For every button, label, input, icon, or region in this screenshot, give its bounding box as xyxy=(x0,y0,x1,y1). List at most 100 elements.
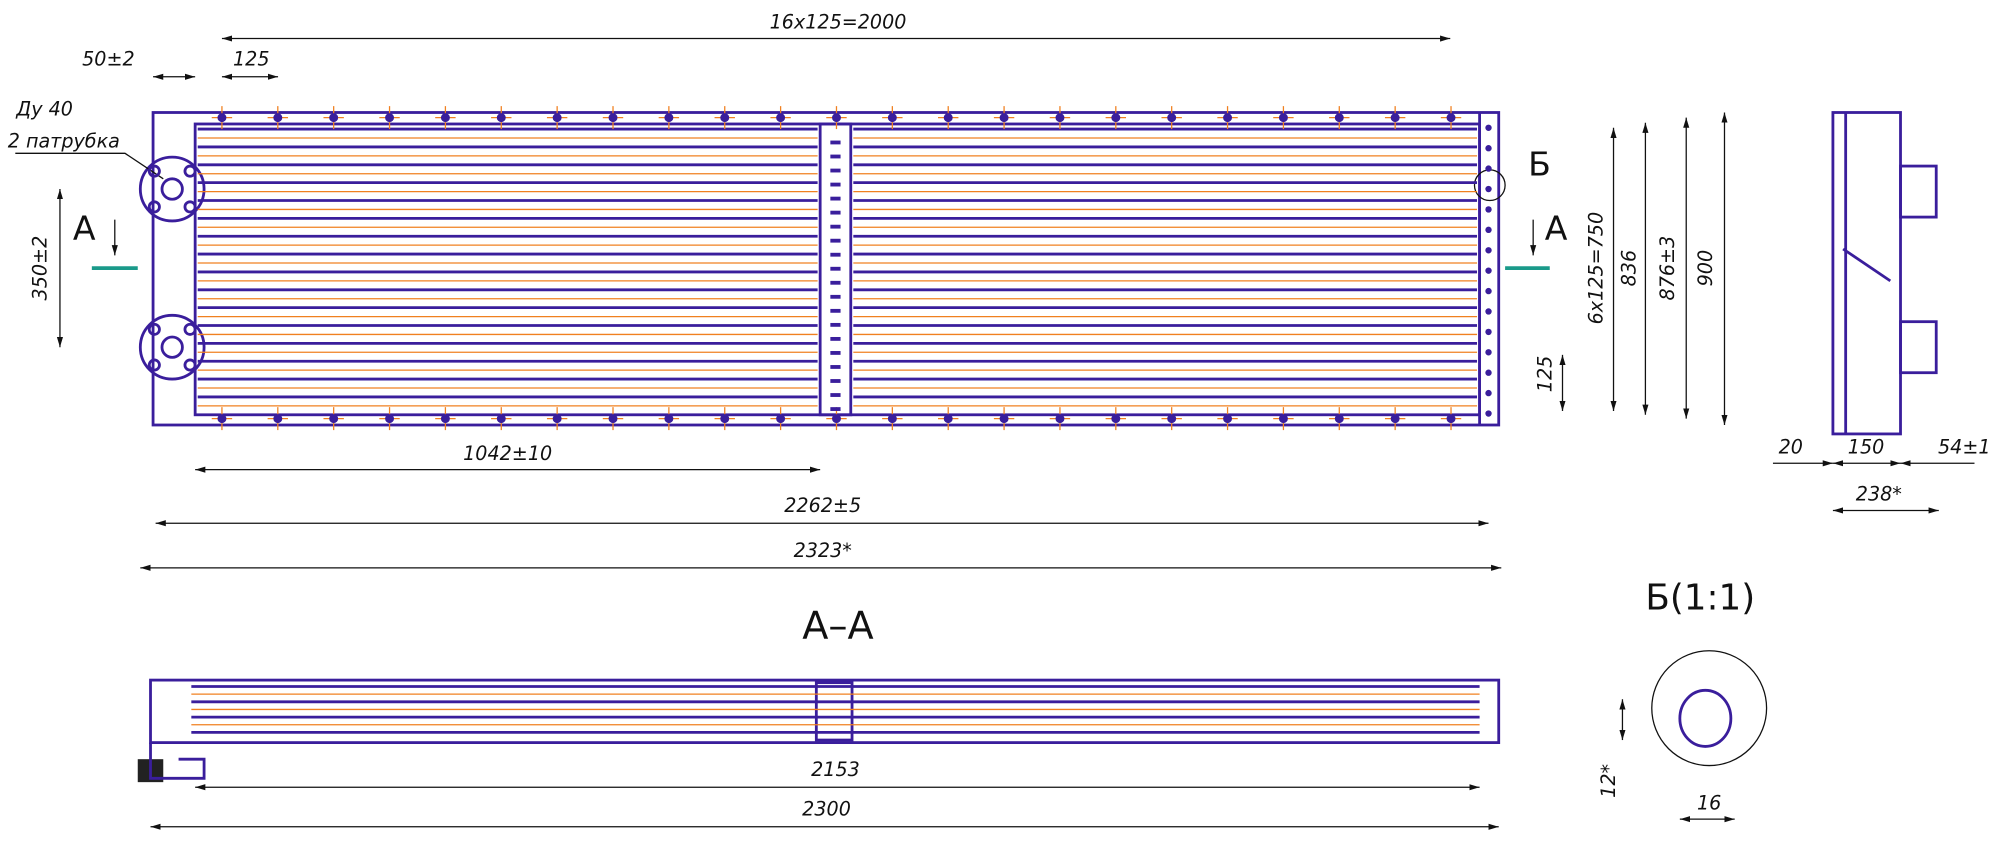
dim-text: 2300 xyxy=(802,798,851,821)
rivet xyxy=(1485,145,1492,152)
divider-slot xyxy=(830,294,841,299)
bolt xyxy=(217,414,227,424)
bolt xyxy=(720,414,730,424)
divider-slot xyxy=(830,196,841,201)
rivet xyxy=(1485,206,1492,213)
geometry xyxy=(15,106,1938,783)
rivet xyxy=(1485,267,1492,274)
bolt xyxy=(385,113,395,123)
bolt xyxy=(608,414,618,424)
bolt xyxy=(496,414,506,424)
dim-text: 20 xyxy=(1779,435,1803,458)
rivet xyxy=(1485,389,1492,397)
rivet xyxy=(1485,308,1492,315)
divider-slot xyxy=(830,407,841,411)
rivet xyxy=(1485,328,1492,336)
rivet xyxy=(1485,369,1492,376)
bolt xyxy=(1223,414,1233,424)
divider-slot xyxy=(830,322,841,327)
bolt xyxy=(832,414,841,424)
bolt xyxy=(943,113,953,123)
bolt xyxy=(1390,113,1400,123)
bolt xyxy=(1278,414,1288,424)
flange-bolt xyxy=(183,358,197,372)
section-divider xyxy=(814,681,854,742)
bolt xyxy=(273,414,283,424)
bolt xyxy=(1167,113,1177,123)
bolt xyxy=(385,414,395,424)
bolt xyxy=(273,113,283,123)
bolt xyxy=(1223,113,1233,123)
bolt xyxy=(329,113,339,123)
rivet xyxy=(1485,287,1492,295)
dim-text: 2323* xyxy=(794,539,852,562)
dim-text: 50±2 xyxy=(82,48,135,71)
divider-slot xyxy=(830,182,841,187)
note: 2 патрубка xyxy=(8,129,120,152)
side-frame xyxy=(1831,111,1902,436)
dim-text: 125 xyxy=(233,48,270,71)
bolt xyxy=(496,113,506,123)
dim-text: 54±1 xyxy=(1938,435,1991,458)
divider-slot xyxy=(830,238,841,243)
rivet xyxy=(1485,226,1492,234)
bolt xyxy=(1055,113,1065,123)
divider-slot xyxy=(830,266,841,271)
section-mark: А xyxy=(73,208,96,247)
detail-mark: Б xyxy=(1528,145,1551,184)
dim-text: 2153 xyxy=(811,758,860,781)
bolt xyxy=(1334,113,1344,123)
dimension-lines xyxy=(56,35,1975,830)
divider-slot xyxy=(830,252,841,257)
detail-outline xyxy=(1651,650,1768,767)
dim-text: 350±2 xyxy=(28,236,51,301)
bolt xyxy=(1446,414,1456,424)
divider-slot xyxy=(830,308,841,313)
rivet xyxy=(1485,247,1492,254)
bolt xyxy=(440,414,450,424)
rivet xyxy=(1485,349,1492,356)
dim-text: 1042±10 xyxy=(463,442,552,465)
bolt xyxy=(887,414,897,424)
divider-slot xyxy=(830,224,841,229)
section-mark: А xyxy=(1545,208,1568,247)
divider-slot xyxy=(830,154,841,159)
flange-bolt xyxy=(147,322,161,336)
bolt xyxy=(1111,414,1121,424)
dim-text: 6x125=750 xyxy=(1584,212,1607,325)
detail-hole xyxy=(1678,688,1733,748)
dim-text: 150 xyxy=(1848,435,1885,458)
bolt xyxy=(776,414,786,424)
flange-bolt xyxy=(147,200,161,214)
dim-text: 125 xyxy=(1533,356,1556,393)
rivet xyxy=(1485,185,1492,193)
divider-slot xyxy=(830,168,841,173)
divider-slot xyxy=(830,379,841,383)
frame xyxy=(151,111,1501,427)
bolt xyxy=(1111,113,1121,123)
bolt xyxy=(329,414,339,424)
side-flange xyxy=(1899,164,1938,219)
rivet xyxy=(1485,410,1492,417)
bolt xyxy=(1390,414,1400,424)
bolt xyxy=(1055,414,1065,424)
divider-slot xyxy=(830,210,841,215)
divider-slot xyxy=(830,351,841,355)
side-line xyxy=(1842,247,1892,283)
divider-slot xyxy=(830,336,841,341)
flange-bolt xyxy=(147,358,161,372)
divider-slot xyxy=(830,280,841,285)
dim-text: 16 xyxy=(1697,791,1721,814)
dim-text: 836 xyxy=(1618,250,1641,287)
flange-bolt xyxy=(183,322,197,336)
bolt xyxy=(1446,113,1456,123)
bolt xyxy=(664,113,674,123)
bolt xyxy=(999,414,1009,424)
flange-bore xyxy=(160,335,184,359)
bolt xyxy=(887,113,897,123)
section-nozzle xyxy=(149,742,206,780)
section-frame xyxy=(149,678,1501,745)
leader xyxy=(15,152,164,180)
